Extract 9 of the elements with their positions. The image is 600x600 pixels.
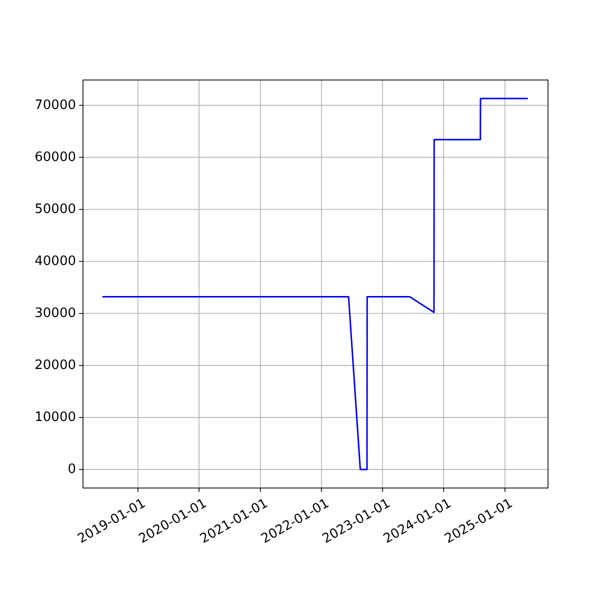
y-tick-label: 60000 bbox=[34, 150, 76, 165]
y-tick-label: 40000 bbox=[34, 254, 76, 269]
y-tick-label: 30000 bbox=[34, 306, 76, 321]
y-tick-label: 70000 bbox=[34, 98, 76, 113]
y-tick-label: 0 bbox=[68, 462, 76, 477]
y-tick-label: 20000 bbox=[34, 358, 76, 373]
line-series bbox=[102, 98, 528, 470]
y-tick-label: 50000 bbox=[34, 202, 76, 217]
y-tick-label: 10000 bbox=[34, 410, 76, 425]
